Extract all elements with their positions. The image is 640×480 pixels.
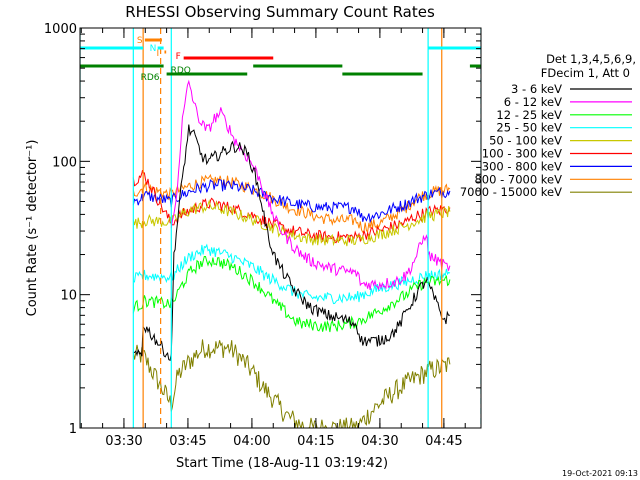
legend-header-line-1: Det 1,3,4,5,6,9, [546,52,636,66]
y-axis-label: Count Rate (s⁻¹ detector⁻¹) [25,140,40,317]
legend-header-line-2: FDecim 1, Att 0 [541,66,630,80]
legend-label-4: 50 - 100 keV [489,134,562,148]
axes: SN I F RDO RD6 1 10 100 1000 03:30 03:45 04:00 04:15… [44,22,482,449]
x-tick-label-5: 04:45 [425,434,462,449]
series-line-0 [133,124,450,362]
series-line-5 [132,169,451,244]
state-label-5: F [176,52,181,62]
x-tick-label-4: 04:30 [361,434,398,449]
plot-frame [79,27,482,429]
y-tick-label-3: 1000 [44,22,77,37]
chart-title: RHESSI Observing Summary Count Rates [125,3,435,21]
y-tick-label-0: 1 [69,422,77,437]
series-line-4 [132,199,451,247]
legend: Det 1,3,4,5,6,9, FDecim 1, Att 0 3 - 6 k… [460,52,636,199]
legend-label-6: 300 - 800 keV [482,159,562,173]
legend-label-2: 12 - 25 keV [496,108,562,122]
legend-label-7: 800 - 7000 keV [474,172,562,186]
legend-label-1: 6 - 12 keV [504,95,562,109]
series-line-7 [132,173,451,234]
state-label-3: N [150,44,157,54]
state-label-4: I [156,49,159,59]
y-tick-label-2: 100 [52,155,77,170]
x-tick-label-3: 04:15 [297,434,334,449]
state-label-9: RD6 [141,73,160,83]
series-line-6 [132,178,451,224]
legend-label-8: 7000 - 15000 keV [460,185,562,199]
series-line-3 [133,243,451,305]
x-tick-label-1: 03:45 [169,434,206,449]
series-line-1 [170,79,451,291]
y-tick-label-1: 10 [60,289,77,304]
plot-area [80,28,481,428]
legend-label-5: 100 - 300 keV [482,147,562,161]
series-line-8 [132,339,451,428]
state-label-6: RDO [171,66,191,76]
x-axis-label: Start Time (18-Aug-11 03:19:42) [176,456,388,471]
legend-label-0: 3 - 6 keV [511,82,562,96]
x-tick-label-2: 04:00 [233,434,270,449]
x-tick-label-0: 03:30 [105,434,142,449]
timestamp-stamp: 19-Oct-2021 09:13 [562,469,638,478]
state-label-2: S [137,36,143,46]
series-line-2 [132,256,451,333]
legend-label-3: 25 - 50 keV [496,121,562,135]
